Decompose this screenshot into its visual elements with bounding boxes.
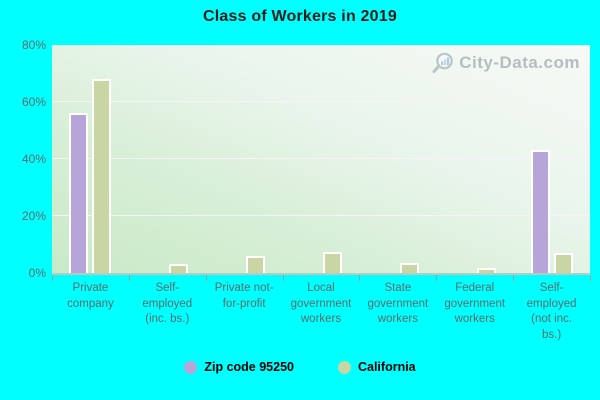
plot-area: City-Data.com [52, 45, 590, 273]
x-axis-category-label-state-government-workers: State government workers [367, 282, 429, 325]
category-cell-private-not-for-profit [206, 45, 283, 273]
category-cell-self-employed-inc-bs [129, 45, 206, 273]
legend-item-california: California [337, 360, 416, 374]
category-cell-federal-government-workers [436, 45, 513, 273]
x-axis-category-label-self-employed-not-inc-bs: Self-employed (not inc. bs.) [526, 282, 577, 341]
citydata-watermark: City-Data.com [431, 51, 580, 75]
y-axis-tick-label: 60% [21, 95, 46, 109]
x-axis-tick [205, 275, 207, 281]
x-axis-tick [52, 275, 53, 281]
x-axis-tick [128, 275, 130, 281]
legend-item-zip: Zip code 95250 [184, 360, 294, 374]
x-axis-tick [359, 275, 361, 281]
watermark-text: City-Data.com [459, 53, 580, 72]
bar-california-self-employed-not-inc-bs [553, 253, 573, 273]
x-axis-tick [513, 275, 515, 281]
legend-swatch-california [337, 360, 351, 374]
category-cell-self-employed-not-inc-bs [513, 45, 590, 273]
gridline-60 [52, 101, 590, 102]
bar-zip-code-95250-self-employed-not-inc-bs [530, 150, 550, 273]
y-axis-tick-label: 0% [28, 266, 46, 280]
bar-california-self-employed-inc-bs [169, 264, 189, 273]
y-axis-tick-label: 40% [21, 152, 46, 166]
x-axis-line [52, 273, 590, 275]
legend: Zip code 95250 California [0, 360, 600, 374]
x-axis-category-label-private-not-for-profit: Private not-for-profit [214, 282, 274, 310]
legend-label-california: California [357, 360, 416, 374]
x-axis-category-label-private-company: Private company [67, 282, 114, 310]
category-cell-private-company [52, 45, 129, 273]
y-axis-tick-label: 20% [21, 209, 46, 223]
x-axis-category-label-self-employed-inc-bs: Self-employed (inc. bs.) [142, 282, 193, 325]
x-axis-category-label-local-government-workers: Local government workers [290, 282, 352, 325]
category-cell-local-government-workers [283, 45, 360, 273]
y-axis-tick-label: 80% [21, 38, 46, 52]
bar-california-local-government-workers [323, 252, 342, 273]
bar-zip-code-95250-private-company [69, 113, 89, 273]
x-axis-tick [436, 275, 438, 281]
bar-california-state-government-workers [399, 263, 419, 273]
chart-title: Class of Workers in 2019 [203, 8, 397, 25]
x-axis-category-labels: Private company Self-employed (inc. bs.) Pri… [52, 281, 590, 343]
x-axis-category-label-federal-government-workers: Federal government workers [444, 282, 506, 325]
x-axis-tick [282, 275, 284, 281]
gridline-40 [52, 158, 590, 159]
bar-california-private-company [92, 79, 112, 273]
bar-california-private-not-for-profit [246, 256, 266, 273]
bar-california-federal-government-workers [476, 268, 496, 273]
gridline-20 [52, 215, 590, 216]
magnifier-icon [431, 51, 455, 75]
category-cell-state-government-workers [359, 45, 436, 273]
legend-label-zip: Zip code 95250 [204, 360, 294, 374]
x-axis-tick [590, 275, 591, 281]
bars-row [52, 45, 590, 273]
legend-swatch-zip [184, 360, 198, 374]
